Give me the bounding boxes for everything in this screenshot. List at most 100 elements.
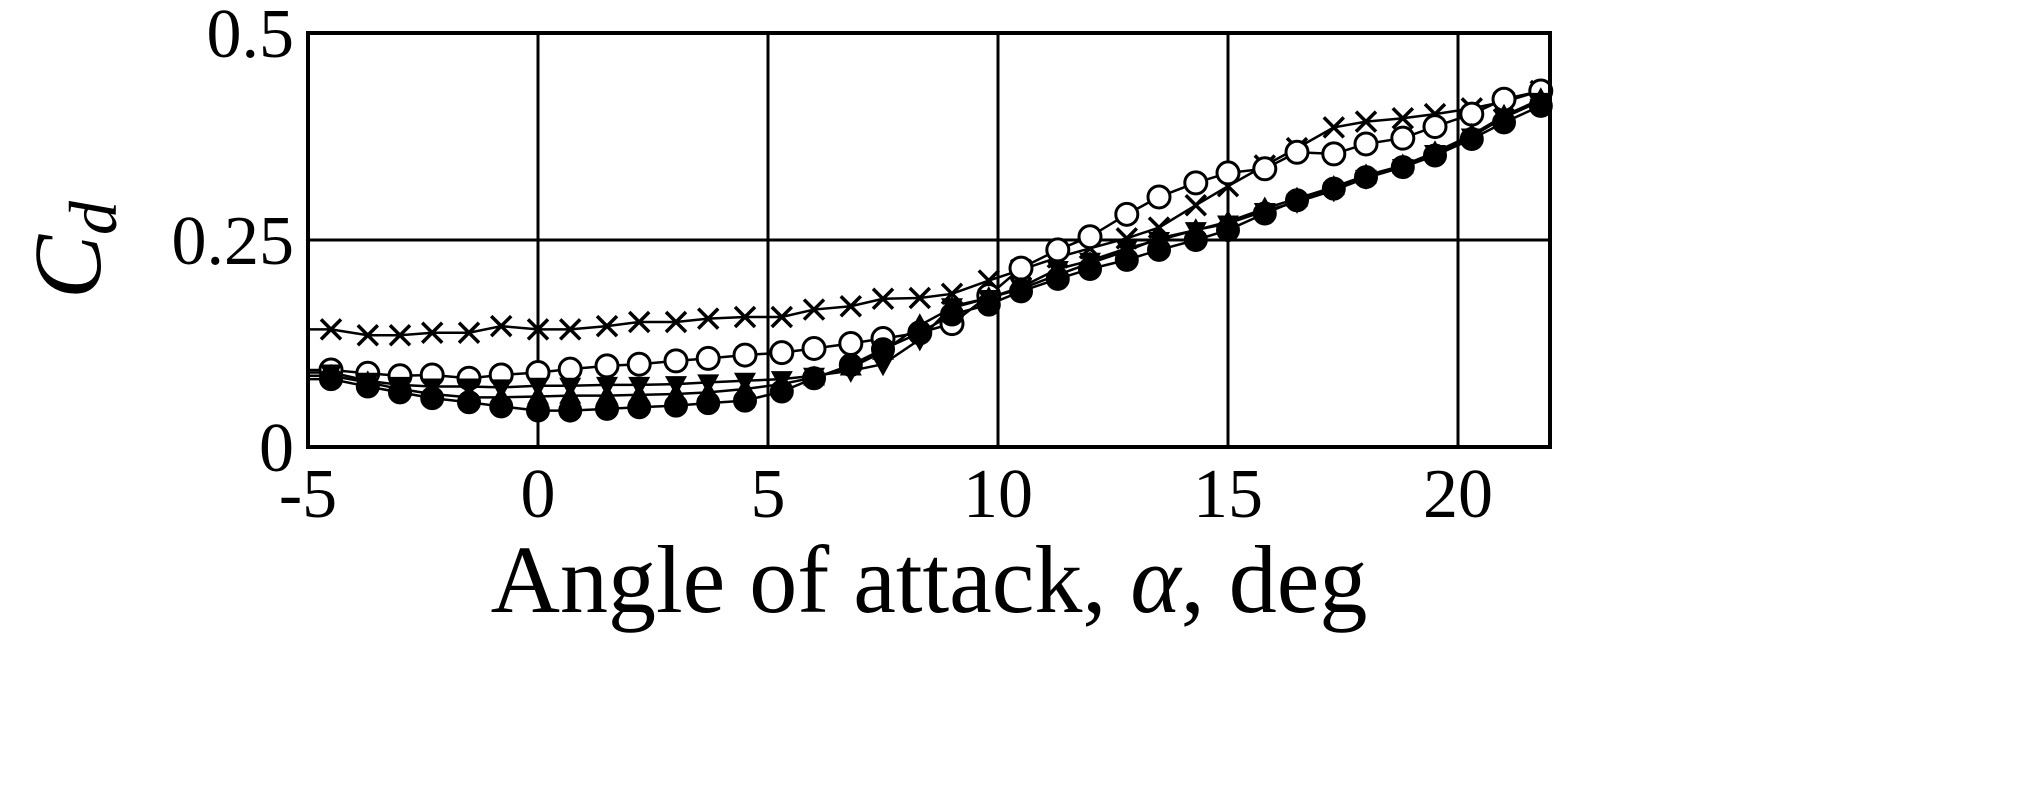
data-point-open-circle [1146,184,1172,210]
data-point-filled-circle [1252,201,1277,226]
data-point-cross [1322,116,1346,139]
data-point-filled-circle [802,366,826,391]
data-point-cross [388,323,412,347]
data-point-open-circle [1321,141,1347,167]
data-point-filled-circle [595,396,619,421]
x-tick-label: 20 [1423,456,1493,533]
data-point-filled-circle [1147,237,1171,262]
data-point-open-circle [838,331,864,356]
data-point-filled-circle [1354,165,1378,190]
y-axis-label-main: C [14,234,121,299]
data-point-cross [802,298,826,321]
data-point-open-circle [801,335,827,361]
data-point-cross [420,321,444,344]
data-point-filled-circle [940,302,964,327]
data-point-open-circle [1459,101,1485,127]
data-point-open-circle [1077,224,1103,250]
data-point-open-circle [557,356,583,382]
series-open-circle [308,78,1554,391]
data-point-filled-circle [1114,247,1139,272]
data-point-triangle-down [872,356,894,377]
x-axis-label: Angle of attack, α, deg [491,526,1368,633]
data-point-filled-circle [769,379,794,404]
data-point-filled-circle [1423,143,1447,168]
data-point-filled-circle [696,391,721,416]
data-point-cross [733,305,757,329]
data-point-cross [696,307,720,330]
data-point-filled-circle [1321,176,1346,201]
data-point-open-circle [1045,237,1071,263]
data-point-filled-circle [1285,188,1309,213]
x-tick-label: 10 [963,456,1033,533]
x-axis-label-text: Angle of attack, [491,526,1131,633]
data-point-filled-circle [1078,256,1102,281]
series-filled-circle [308,93,1553,423]
data-point-filled-circle [319,367,343,392]
data-point-filled-circle [1045,266,1070,291]
data-point-filled-circle [526,398,550,423]
data-point-filled-circle [838,353,863,378]
data-point-open-circle [1114,201,1140,227]
data-point-cross [839,295,863,318]
data-point-cross [1184,193,1208,217]
data-point-cross [489,314,513,338]
data-point-cross [908,286,932,310]
data-point-filled-circle [489,394,514,419]
series-cross [308,79,1553,347]
x-tick-label: 15 [1193,456,1263,533]
data-point-filled-circle [1183,228,1208,252]
data-point-filled-circle [1492,110,1516,135]
data-point-filled-circle [388,380,412,405]
data-point-filled-circle [871,337,895,362]
data-point-cross [871,287,895,311]
data-point-open-circle [1390,125,1416,151]
data-point-open-circle [663,348,689,374]
plot-frame [306,31,1552,449]
data-point-open-circle [594,353,620,379]
data-point-open-circle [626,351,652,377]
data-point-cross [356,323,380,347]
data-point-filled-circle [420,386,445,411]
data-point-filled-circle [664,393,688,418]
data-point-triangle-up [527,384,549,405]
series-layer [308,78,1554,423]
data-point-filled-circle [558,398,583,423]
data-point-cross [526,318,550,341]
data-point-cross [558,318,582,341]
data-point-filled-circle [1459,126,1484,151]
y-axis-label: Cd [14,200,131,299]
data-point-cross [627,310,651,334]
data-point-open-circle [1215,160,1241,186]
grid-lines [308,33,1550,447]
y-tick-label: 0.5 [207,0,295,73]
x-axis-label-unit: , deg [1181,526,1368,633]
data-point-filled-circle [1216,218,1240,243]
data-point-cross [457,321,481,344]
data-point-filled-circle [976,292,1001,317]
data-point-open-circle [732,342,758,368]
data-point-filled-circle [457,390,481,415]
x-tick-label: 0 [521,456,556,533]
x-tick-label: -5 [279,456,337,533]
data-point-filled-circle [907,320,932,345]
y-tick-label: 0.25 [172,203,295,280]
data-point-open-circle [1353,131,1379,157]
data-point-open-circle [1183,170,1209,196]
data-point-filled-circle [733,388,757,413]
data-point-filled-circle [1390,155,1415,180]
data-point-open-circle [769,340,795,366]
data-point-cross [770,305,794,329]
data-point-filled-circle [355,374,380,399]
data-point-cross [595,314,619,338]
y-tick-label: 0 [259,410,294,487]
data-point-cross [319,318,343,341]
data-point-cross [1354,110,1378,133]
data-point-filled-circle [627,395,652,420]
x-axis-label-symbol: α [1130,526,1182,633]
data-point-triangle-up [559,383,582,404]
series-line [308,89,1550,337]
data-point-open-circle [1422,114,1448,140]
y-axis-label-subscript: d [55,200,131,235]
